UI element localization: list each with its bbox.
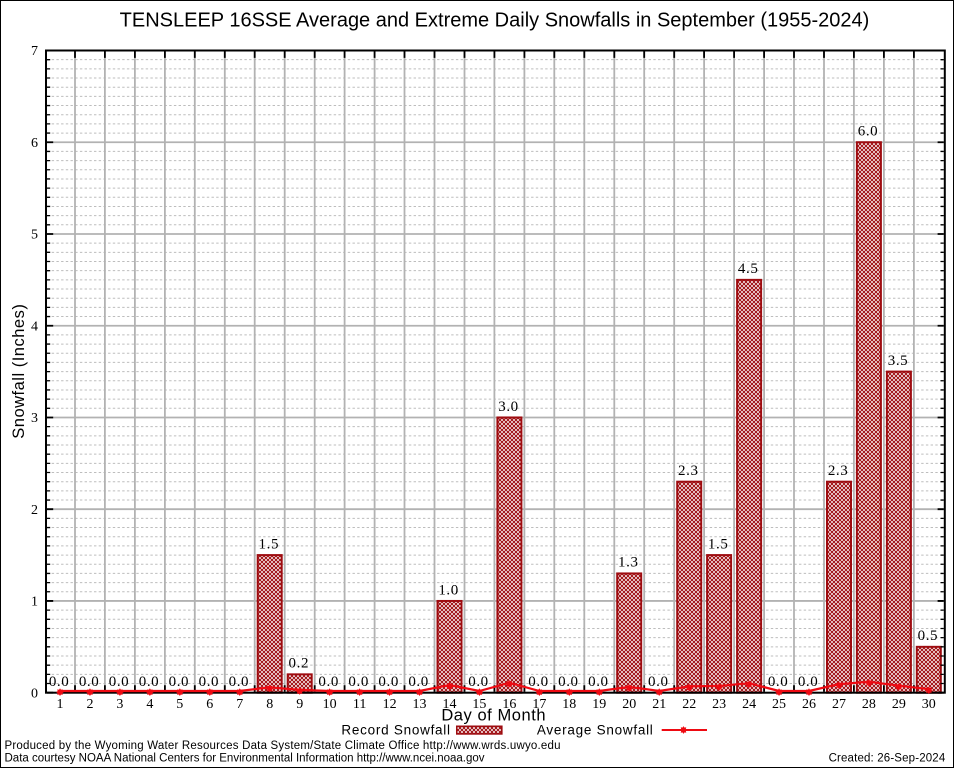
svg-text:5: 5 [31,228,38,243]
svg-text:Average Snowfall: Average Snowfall [537,722,654,737]
svg-text:12: 12 [383,697,397,712]
svg-text:3: 3 [116,697,123,712]
svg-text:6: 6 [206,697,213,712]
svg-text:13: 13 [413,697,427,712]
svg-text:4.5: 4.5 [738,261,759,277]
svg-text:5: 5 [176,697,183,712]
svg-text:22: 22 [682,697,696,712]
svg-text:15: 15 [472,697,486,712]
svg-text:1: 1 [57,697,64,712]
svg-text:TENSLEEP 16SSE Average and Ext: TENSLEEP 16SSE Average and Extreme Daily… [120,10,870,32]
svg-text:0.0: 0.0 [528,674,549,690]
svg-text:0.0: 0.0 [798,674,819,690]
svg-text:26: 26 [802,697,816,712]
svg-text:0.0: 0.0 [588,674,609,690]
svg-text:Day of Month: Day of Month [441,706,546,724]
svg-text:3.5: 3.5 [888,353,909,369]
svg-text:3: 3 [31,411,38,426]
svg-text:0.0: 0.0 [109,674,130,690]
svg-text:0.0: 0.0 [348,674,369,690]
svg-text:6: 6 [31,136,38,151]
svg-text:2.3: 2.3 [678,463,699,479]
svg-text:1: 1 [31,595,38,610]
svg-text:0.0: 0.0 [648,674,669,690]
svg-text:16: 16 [502,697,516,712]
svg-text:Data courtesy NOAA National Ce: Data courtesy NOAA National Centers for … [5,753,485,765]
svg-text:7: 7 [236,697,243,712]
svg-text:23: 23 [712,697,726,712]
svg-text:0.0: 0.0 [139,674,160,690]
svg-text:0.0: 0.0 [49,674,70,690]
svg-text:Snowfall (Inches): Snowfall (Inches) [10,304,28,439]
svg-text:0.0: 0.0 [408,674,429,690]
svg-text:Created: 26-Sep-2024: Created: 26-Sep-2024 [829,753,946,765]
svg-text:0.5: 0.5 [918,628,939,644]
svg-text:0.0: 0.0 [229,674,250,690]
svg-text:18: 18 [562,697,576,712]
svg-text:14: 14 [443,697,457,712]
svg-text:17: 17 [532,697,546,712]
svg-text:0.0: 0.0 [468,674,489,690]
svg-text:27: 27 [832,697,846,712]
svg-text:21: 21 [652,697,666,712]
svg-text:6.0: 6.0 [858,124,879,140]
svg-text:Record Snowfall: Record Snowfall [341,722,450,737]
svg-text:1.5: 1.5 [708,536,729,552]
svg-text:4: 4 [146,697,153,712]
svg-text:11: 11 [353,697,366,712]
svg-text:1.5: 1.5 [259,536,280,552]
svg-text:2: 2 [87,697,94,712]
svg-text:2.3: 2.3 [828,463,849,479]
svg-text:24: 24 [742,697,756,712]
svg-text:10: 10 [323,697,337,712]
svg-text:0.0: 0.0 [169,674,190,690]
svg-text:8: 8 [266,697,273,712]
svg-text:7: 7 [31,44,38,59]
svg-text:29: 29 [892,697,906,712]
svg-text:2: 2 [31,503,38,518]
svg-text:0.0: 0.0 [558,674,579,690]
svg-text:0: 0 [31,686,38,701]
svg-text:0.0: 0.0 [768,674,789,690]
svg-text:Produced by the Wyoming Water: Produced by the Wyoming Water Resources … [5,740,561,752]
svg-text:9: 9 [296,697,303,712]
svg-text:0.0: 0.0 [378,674,399,690]
svg-text:4: 4 [31,319,38,334]
svg-text:28: 28 [862,697,876,712]
svg-text:25: 25 [772,697,786,712]
svg-text:3.0: 3.0 [498,399,519,415]
svg-text:30: 30 [922,697,936,712]
svg-text:1.3: 1.3 [618,555,639,571]
svg-text:0.0: 0.0 [199,674,220,690]
svg-text:1.0: 1.0 [438,582,459,598]
svg-text:0.2: 0.2 [289,656,310,672]
svg-text:19: 19 [592,697,606,712]
svg-text:0.0: 0.0 [318,674,339,690]
svg-text:20: 20 [622,697,636,712]
svg-text:0.0: 0.0 [79,674,100,690]
